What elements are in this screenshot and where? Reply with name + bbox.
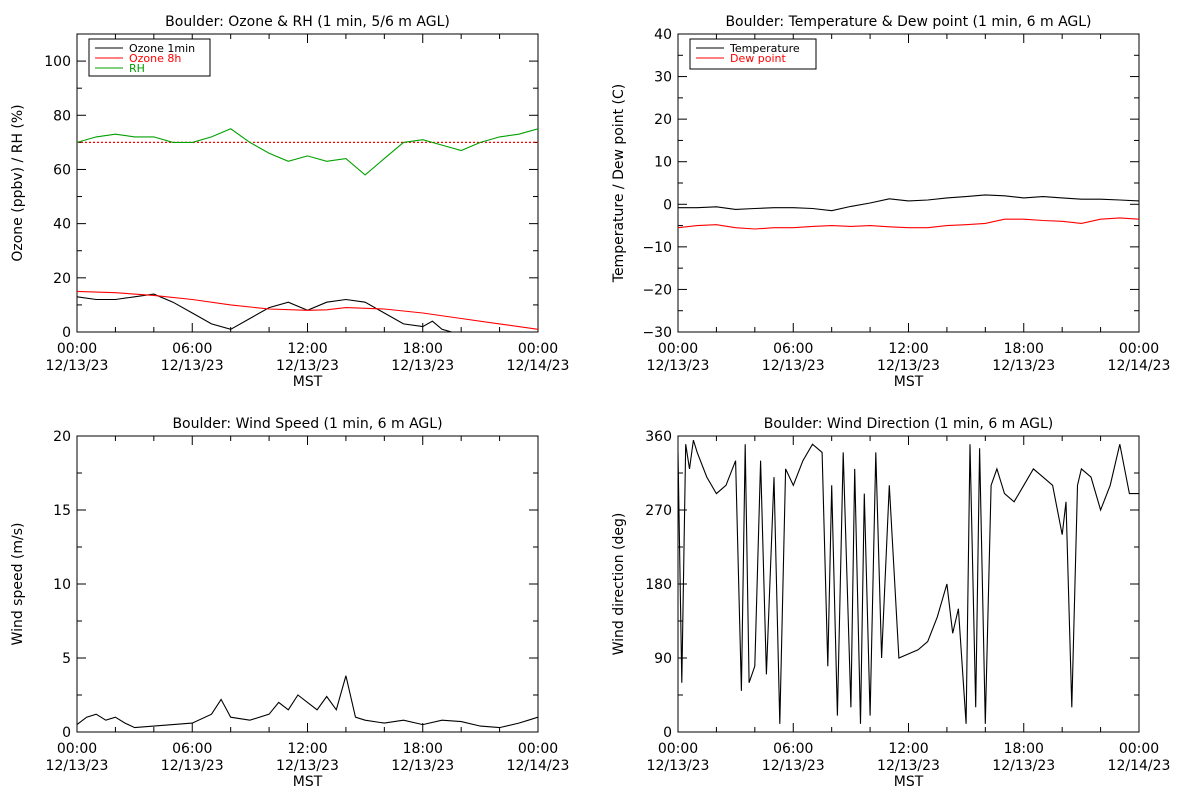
- legend-entry: Temperature: [729, 42, 800, 55]
- y-tick-label: 5: [62, 651, 71, 667]
- y-tick-label: 30: [654, 70, 672, 86]
- plot-frame: [76, 435, 539, 733]
- x-tick-date-label: 12/13/23: [647, 358, 710, 374]
- x-tick-time-label: 00:00: [57, 741, 97, 757]
- series-line-0: [77, 675, 538, 729]
- y-tick-label: 60: [53, 162, 71, 178]
- plot-frame: [677, 33, 1140, 333]
- y-tick-label: 40: [654, 27, 672, 43]
- x-tick-date-label: 12/13/23: [161, 358, 224, 374]
- chart-panel-1: Boulder: Temperature & Dew point (1 min,…: [611, 14, 1170, 390]
- y-tick-label: 10: [654, 155, 672, 171]
- series-line-0: [77, 293, 538, 332]
- x-tick-time-label: 00:00: [1119, 741, 1159, 757]
- x-axis-label: MST: [894, 374, 924, 390]
- x-axis-label: MST: [293, 774, 323, 790]
- y-tick-label: 20: [53, 271, 71, 287]
- x-tick-date-label: 12/13/23: [46, 758, 109, 774]
- x-tick-date-label: 12/13/23: [992, 758, 1055, 774]
- y-tick-label: 180: [645, 577, 672, 593]
- y-tick-label: 10: [53, 577, 71, 593]
- x-tick-date-label: 12/14/23: [507, 758, 570, 774]
- x-tick-time-label: 06:00: [773, 741, 813, 757]
- plot-frame: [76, 33, 539, 333]
- x-tick-date-label: 12/13/23: [877, 358, 940, 374]
- series-line-0: [678, 439, 1139, 724]
- y-tick-label: 20: [654, 112, 672, 128]
- x-tick-date-label: 12/14/23: [507, 358, 570, 374]
- chart-panel-0: Boulder: Ozone & RH (1 min, 5/6 m AGL) 0 2…: [10, 14, 569, 390]
- x-tick-date-label: 12/13/23: [391, 758, 454, 774]
- series-line-0: [678, 194, 1139, 212]
- y-tick-label: 360: [645, 429, 672, 445]
- x-tick-time-label: 18:00: [403, 741, 443, 757]
- legend-entry: Ozone 8h: [129, 52, 181, 65]
- y-tick-label: 90: [654, 651, 672, 667]
- y-axis-label: Ozone (ppbv) / RH (%): [10, 104, 26, 261]
- x-tick-date-label: 12/13/23: [161, 758, 224, 774]
- chart-panel-2: Boulder: Wind Speed (1 min, 6 m AGL) 0 5 10…: [10, 416, 569, 790]
- x-tick-time-label: 18:00: [403, 341, 443, 357]
- x-tick-time-label: 00:00: [57, 341, 97, 357]
- x-tick-date-label: 12/13/23: [762, 758, 825, 774]
- x-tick-date-label: 12/13/23: [762, 358, 825, 374]
- y-axis-label: Temperature / Dew point (C): [611, 84, 627, 283]
- x-tick-time-label: 12:00: [888, 341, 928, 357]
- x-tick-time-label: 12:00: [888, 741, 928, 757]
- x-tick-date-label: 12/13/23: [46, 358, 109, 374]
- x-tick-date-label: 12/14/23: [1108, 358, 1171, 374]
- x-tick-time-label: 06:00: [172, 741, 212, 757]
- x-tick-date-label: 12/13/23: [877, 758, 940, 774]
- x-tick-time-label: 00:00: [658, 341, 698, 357]
- y-tick-label: 0: [663, 725, 672, 741]
- chart-title: Boulder: Wind Direction (1 min, 6 m AGL): [764, 416, 1053, 432]
- legend-entry: RH: [129, 62, 145, 75]
- x-tick-date-label: 12/13/23: [391, 358, 454, 374]
- x-tick-time-label: 00:00: [518, 741, 558, 757]
- chart-title: Boulder: Temperature & Dew point (1 min,…: [725, 14, 1091, 30]
- x-axis-label: MST: [894, 774, 924, 790]
- x-tick-time-label: 18:00: [1004, 341, 1044, 357]
- x-tick-date-label: 12/13/23: [276, 758, 339, 774]
- y-tick-label: 15: [53, 503, 71, 519]
- x-tick-date-label: 12/13/23: [276, 358, 339, 374]
- series-line-1: [678, 217, 1139, 230]
- x-tick-date-label: 12/13/23: [647, 758, 710, 774]
- chart-title: Boulder: Wind Speed (1 min, 6 m AGL): [172, 416, 442, 432]
- x-tick-time-label: 00:00: [518, 341, 558, 357]
- y-tick-label: 0: [663, 197, 672, 213]
- x-tick-time-label: 12:00: [287, 741, 327, 757]
- y-tick-label: −10: [642, 240, 672, 256]
- x-tick-time-label: 06:00: [172, 341, 212, 357]
- series-line-2: [77, 128, 538, 176]
- x-tick-time-label: 18:00: [1004, 741, 1044, 757]
- legend-entry: Ozone 1min: [129, 42, 195, 55]
- legend-entry: Dew point: [730, 52, 786, 65]
- chart-panel-3: Boulder: Wind Direction (1 min, 6 m AGL)…: [611, 416, 1170, 790]
- x-axis-label: MST: [293, 374, 323, 390]
- y-tick-label: 40: [53, 217, 71, 233]
- y-tick-label: −30: [642, 325, 672, 341]
- x-tick-time-label: 06:00: [773, 341, 813, 357]
- y-tick-label: 0: [62, 325, 71, 341]
- y-tick-label: 270: [645, 503, 672, 519]
- y-axis-label: Wind speed (m/s): [10, 523, 26, 646]
- y-tick-label: 20: [53, 429, 71, 445]
- x-tick-date-label: 12/14/23: [1108, 758, 1171, 774]
- series-line-1: [77, 290, 538, 330]
- y-tick-label: 100: [44, 54, 71, 70]
- x-tick-time-label: 00:00: [658, 741, 698, 757]
- y-tick-label: 80: [53, 108, 71, 124]
- chart-title: Boulder: Ozone & RH (1 min, 5/6 m AGL): [165, 14, 450, 30]
- x-tick-time-label: 12:00: [287, 341, 327, 357]
- x-tick-time-label: 00:00: [1119, 341, 1159, 357]
- y-axis-label: Wind direction (deg): [611, 513, 627, 656]
- y-tick-label: 0: [62, 725, 71, 741]
- legend-box: [689, 38, 817, 70]
- y-tick-label: −20: [642, 282, 672, 298]
- x-tick-date-label: 12/13/23: [992, 358, 1055, 374]
